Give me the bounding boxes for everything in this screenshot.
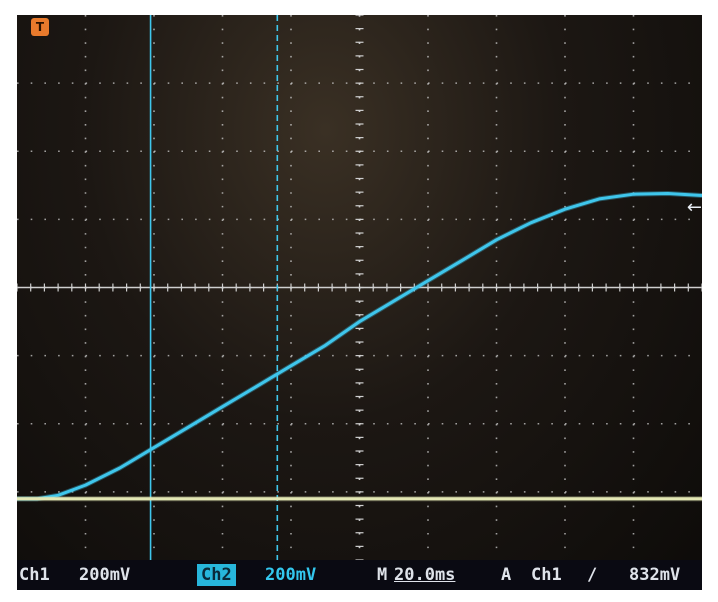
waveform-screen [17, 15, 702, 560]
ch1-scale: 200mV [79, 565, 131, 585]
trigger-position-icon: T [31, 18, 49, 36]
timebase-prefix: M [377, 565, 388, 585]
ch1-trace [17, 192, 702, 501]
trigger-source: Ch1 [531, 565, 562, 585]
trigger-mode: A [501, 565, 512, 585]
trigger-slope-icon: ∕ [587, 565, 598, 585]
trigger-level: 832mV [629, 565, 681, 585]
trigger-level-arrow-icon: ← [686, 197, 702, 218]
ch1-trace-glow [17, 191, 702, 502]
ch2-scale: 200mV [265, 565, 317, 585]
ch2-label: Ch2 [197, 564, 236, 586]
status-bar: Ch1 200mV Ch2 200mV M 20.0ms A Ch1 ∕ 832… [17, 560, 702, 590]
ch1-label: Ch1 [19, 565, 50, 585]
timebase-scale: 20.0ms [394, 565, 456, 585]
oscilloscope-display: T ← Ch1 200mV Ch2 200mV M 20.0ms A Ch1 ∕… [17, 15, 702, 590]
